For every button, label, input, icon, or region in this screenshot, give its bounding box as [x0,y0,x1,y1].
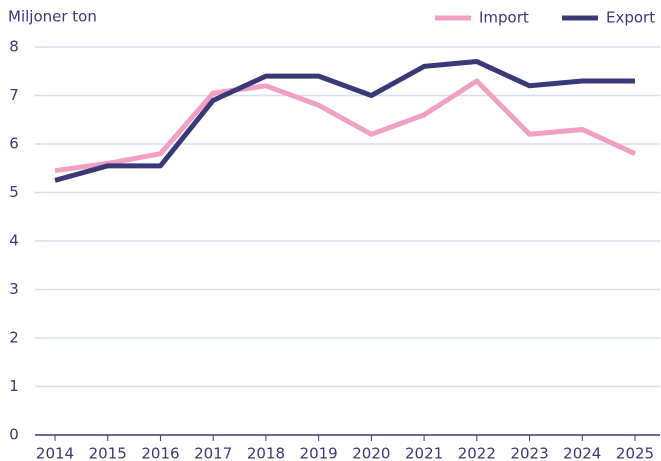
legend-label: Import [479,9,529,27]
x-tick-label: 2014 [36,445,74,461]
y-tick-label: 0 [9,426,19,444]
x-tick-label: 2025 [616,445,654,461]
y-tick-label: 3 [9,280,19,298]
y-axis-title: Miljoner ton [8,8,97,26]
y-tick-label: 1 [9,377,19,395]
y-tick-label: 7 [9,86,19,104]
y-tick-label: 6 [9,135,19,153]
x-tick-label: 2020 [352,445,390,461]
x-tick-label: 2021 [405,445,443,461]
x-tick-label: 2022 [458,445,496,461]
y-tick-label: 2 [9,329,19,347]
x-tick-label: 2024 [563,445,601,461]
x-tick-label: 2018 [247,445,285,461]
x-tick-label: 2016 [141,445,179,461]
y-tick-label: 4 [9,232,19,250]
y-tick-label: 5 [9,183,19,201]
line-series [54,78,637,174]
legend-label: Export [606,9,655,27]
x-tick-label: 2019 [300,445,338,461]
x-tick-label: 2023 [510,445,548,461]
x-tick-label: 2017 [194,445,232,461]
line-series [54,59,635,183]
x-tick-label: 2015 [89,445,127,461]
y-tick-label: 8 [9,38,19,56]
